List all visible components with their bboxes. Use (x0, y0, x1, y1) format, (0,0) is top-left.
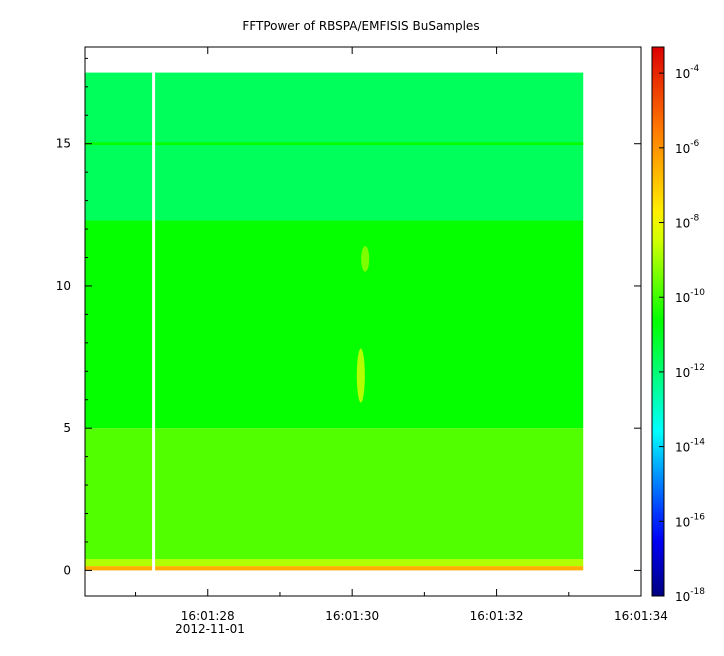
y-tick-label-10: 10 (56, 279, 71, 293)
spectrogram-band-1 (85, 559, 584, 567)
spectrogram-band-2 (85, 428, 584, 560)
spectrogram-band-4 (85, 72, 584, 221)
y-tick-label-15: 15 (56, 137, 71, 151)
spectrogram-band-5 (85, 142, 584, 146)
colorbar-label--12: 10-12 (675, 363, 705, 380)
y-tick-label-0: 0 (63, 563, 71, 577)
colorbar-gradient (651, 46, 665, 597)
plot-frame (84, 46, 642, 597)
colorbar-label--8: 10-8 (675, 214, 700, 231)
x-date-label: 2012-11-01 (175, 622, 245, 636)
colorbar-label--18: 10-18 (675, 587, 705, 604)
data-gap (152, 72, 156, 575)
spectrogram-feature-1 (361, 246, 370, 272)
colorbar-label--4: 10-4 (675, 64, 700, 81)
spectrogram-feature-0 (356, 348, 365, 403)
spectrogram-band-3 (85, 220, 584, 429)
colorbar-label--6: 10-6 (675, 139, 700, 156)
x-tick-label-32: 16:01:32 (470, 609, 524, 623)
spectrogram-band-0 (85, 566, 584, 571)
chart-title: FFTPower of RBSPA/EMFISIS BuSamples (242, 19, 479, 33)
x-tick-label-30: 16:01:30 (325, 609, 379, 623)
plot-area: 0 5 10 15 16:01:28 16:01:30 16:01:32 16:01:34 (56, 46, 668, 623)
colorbar-label--14: 10-14 (675, 438, 705, 455)
x-tick-label-34: 16:01:34 (614, 609, 668, 623)
colorbar-label--16: 10-16 (675, 512, 705, 529)
colorbar-label--10: 10-10 (675, 288, 705, 305)
y-tick-label-5: 5 (63, 421, 71, 435)
colorbar: 10-18 10-16 10-14 10-12 10-10 10-8 10-6 10-4 (651, 46, 705, 604)
x-tick-label-28: 16:01:28 (181, 609, 235, 623)
